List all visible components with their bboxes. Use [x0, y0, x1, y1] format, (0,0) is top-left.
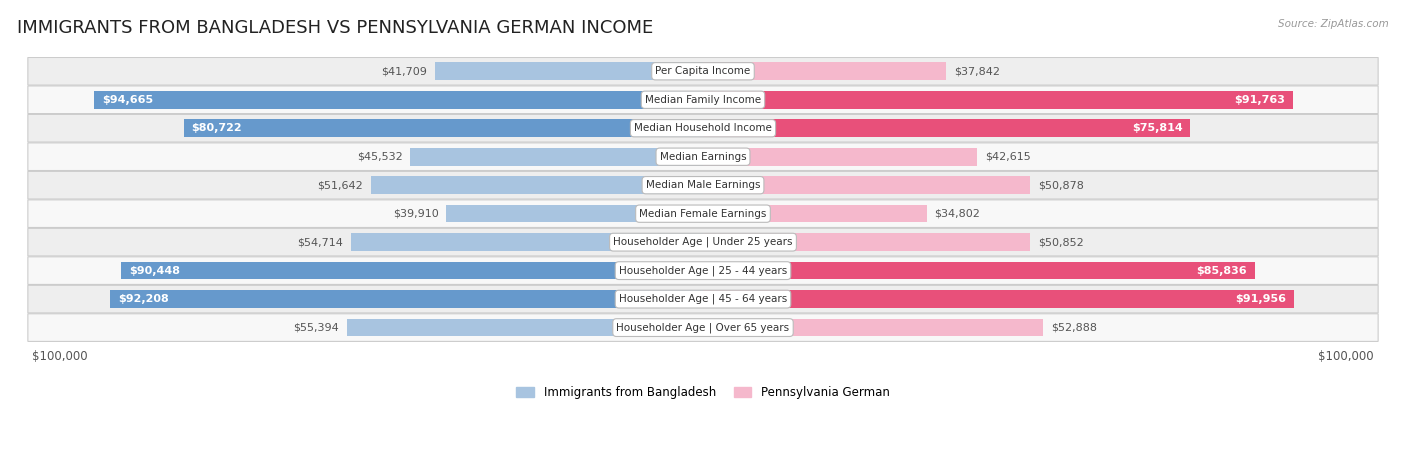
- FancyBboxPatch shape: [28, 314, 1378, 341]
- Bar: [184, 120, 703, 137]
- Text: $75,814: $75,814: [1132, 123, 1182, 133]
- Bar: [446, 205, 703, 222]
- Text: $34,802: $34,802: [935, 209, 980, 219]
- Text: Source: ZipAtlas.com: Source: ZipAtlas.com: [1278, 19, 1389, 28]
- Bar: [703, 262, 1256, 279]
- FancyBboxPatch shape: [28, 171, 1378, 199]
- Text: $85,836: $85,836: [1197, 266, 1247, 276]
- Text: Median Household Income: Median Household Income: [634, 123, 772, 133]
- Text: $90,448: $90,448: [129, 266, 180, 276]
- Text: Per Capita Income: Per Capita Income: [655, 66, 751, 76]
- Text: $39,910: $39,910: [392, 209, 439, 219]
- Text: Median Female Earnings: Median Female Earnings: [640, 209, 766, 219]
- Text: $80,722: $80,722: [191, 123, 242, 133]
- Text: Median Male Earnings: Median Male Earnings: [645, 180, 761, 190]
- Text: $92,208: $92,208: [118, 294, 169, 304]
- Bar: [703, 177, 1031, 194]
- Text: $37,842: $37,842: [955, 66, 1000, 76]
- Text: IMMIGRANTS FROM BANGLADESH VS PENNSYLVANIA GERMAN INCOME: IMMIGRANTS FROM BANGLADESH VS PENNSYLVAN…: [17, 19, 654, 37]
- FancyBboxPatch shape: [28, 285, 1378, 313]
- Text: $94,665: $94,665: [103, 95, 153, 105]
- Bar: [347, 319, 703, 336]
- Bar: [411, 148, 703, 165]
- Bar: [703, 148, 977, 165]
- Bar: [703, 234, 1031, 251]
- Bar: [434, 63, 703, 80]
- Text: $42,615: $42,615: [984, 152, 1031, 162]
- Bar: [703, 205, 927, 222]
- Text: Median Earnings: Median Earnings: [659, 152, 747, 162]
- Text: $50,878: $50,878: [1038, 180, 1084, 190]
- Bar: [371, 177, 703, 194]
- Text: Householder Age | 25 - 44 years: Householder Age | 25 - 44 years: [619, 265, 787, 276]
- Text: $41,709: $41,709: [381, 66, 427, 76]
- FancyBboxPatch shape: [28, 200, 1378, 227]
- FancyBboxPatch shape: [28, 86, 1378, 113]
- FancyBboxPatch shape: [28, 114, 1378, 142]
- Bar: [110, 290, 703, 308]
- Bar: [94, 91, 703, 109]
- Bar: [703, 319, 1043, 336]
- FancyBboxPatch shape: [28, 228, 1378, 256]
- Text: Householder Age | Under 25 years: Householder Age | Under 25 years: [613, 237, 793, 248]
- Text: Householder Age | Over 65 years: Householder Age | Over 65 years: [616, 322, 790, 333]
- Text: $55,394: $55,394: [294, 323, 339, 333]
- Bar: [703, 120, 1191, 137]
- FancyBboxPatch shape: [28, 257, 1378, 284]
- Text: Householder Age | 45 - 64 years: Householder Age | 45 - 64 years: [619, 294, 787, 304]
- Text: $50,852: $50,852: [1038, 237, 1084, 247]
- Text: $52,888: $52,888: [1050, 323, 1097, 333]
- FancyBboxPatch shape: [28, 143, 1378, 170]
- Text: $54,714: $54,714: [298, 237, 343, 247]
- FancyBboxPatch shape: [28, 57, 1378, 85]
- Bar: [703, 91, 1294, 109]
- Bar: [703, 63, 946, 80]
- Legend: Immigrants from Bangladesh, Pennsylvania German: Immigrants from Bangladesh, Pennsylvania…: [512, 382, 894, 404]
- Text: $45,532: $45,532: [357, 152, 402, 162]
- Text: $91,956: $91,956: [1236, 294, 1286, 304]
- Bar: [352, 234, 703, 251]
- Text: Median Family Income: Median Family Income: [645, 95, 761, 105]
- Text: $51,642: $51,642: [318, 180, 363, 190]
- Bar: [121, 262, 703, 279]
- Text: $91,763: $91,763: [1234, 95, 1285, 105]
- Bar: [703, 290, 1295, 308]
